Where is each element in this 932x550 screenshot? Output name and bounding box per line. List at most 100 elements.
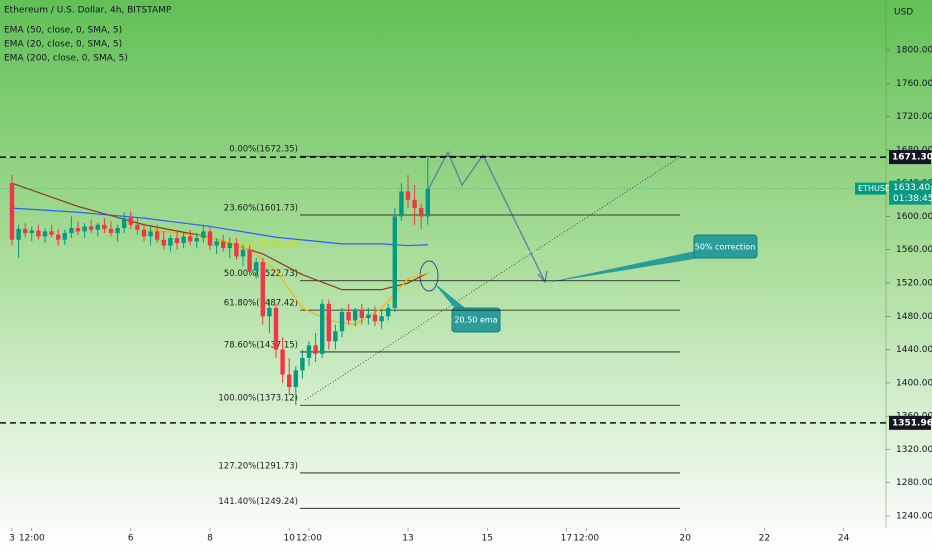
- y-tick-label: 1400.00: [896, 378, 932, 388]
- annotation: 20,50 ema: [454, 316, 497, 325]
- candle-body: [379, 316, 384, 322]
- candle-body: [260, 262, 265, 317]
- x-tick-label: 8: [207, 534, 213, 544]
- indicator: EMA (200, close, 0, SMA, 5): [4, 54, 128, 64]
- candle-body: [29, 230, 34, 234]
- candle-body: [23, 228, 28, 234]
- candle-body: [293, 370, 298, 388]
- fib-label: 0.00%(1672.35): [229, 145, 298, 155]
- candle-body: [405, 191, 411, 200]
- callout-box: [693, 234, 758, 259]
- candle-body: [300, 357, 305, 371]
- fib-label: 23.60%(1601.73): [224, 203, 298, 213]
- x-tick-label: 10: [283, 534, 295, 544]
- candle-body: [36, 230, 41, 237]
- last-price: 1633.40: [893, 183, 930, 193]
- candle-body: [128, 218, 133, 225]
- y-tick-label: 1760.00: [896, 79, 932, 89]
- y-tick-label: 1720.00: [896, 112, 932, 122]
- candle-body: [42, 231, 48, 237]
- candle-body: [141, 229, 147, 237]
- callout-box: [451, 307, 501, 333]
- title: Ethereum / U.S. Dollar, 4h, BITSTAMP: [4, 6, 172, 16]
- candle-body: [221, 241, 226, 249]
- candle-body: [122, 218, 127, 229]
- candle-body: [287, 374, 292, 388]
- candle-body: [102, 224, 107, 229]
- y-tick-label: 1240.00: [896, 512, 932, 522]
- candle-body: [366, 314, 371, 318]
- candle-body: [333, 331, 338, 342]
- candle-body: [174, 238, 180, 244]
- candle-body: [247, 249, 252, 271]
- candle-body: [135, 224, 140, 230]
- candle-body: [234, 243, 239, 257]
- candle-body: [320, 303, 325, 354]
- price-label-box: [889, 150, 931, 165]
- y-tick-label: 1280.00: [896, 478, 932, 488]
- candle-body: [95, 224, 100, 230]
- fib-label: 127.20%(1291.73): [218, 461, 298, 471]
- candle-body: [16, 228, 21, 240]
- candle-body: [168, 238, 173, 246]
- fib-label: 100.00%(1373.12): [218, 394, 298, 404]
- ema-circle: [419, 260, 439, 292]
- candle-body: [49, 231, 54, 235]
- x-tick-label: 12:00: [19, 534, 45, 544]
- x-tick-label: 17: [561, 534, 572, 544]
- candle-body: [372, 314, 378, 322]
- x-tick-label: 13: [402, 534, 413, 544]
- candle-body: [181, 236, 186, 244]
- symbol-box: [855, 182, 886, 195]
- candle-body: [280, 349, 285, 375]
- candle-body: [148, 231, 153, 237]
- candle-body: [353, 309, 358, 321]
- candle-body: [201, 231, 206, 239]
- trend-line: [304, 156, 681, 401]
- y-tick-label: 1800.00: [896, 46, 932, 56]
- projection-arrow: [537, 270, 548, 284]
- x-tick-label: 12:00: [573, 534, 599, 544]
- candle-body: [359, 309, 364, 318]
- y-tick-label: 1600.00: [896, 212, 932, 222]
- y-tick-label: 1520.00: [896, 279, 932, 289]
- symbol: ETHUSD: [858, 184, 891, 193]
- fib-label: 78.60%(1437.15): [224, 340, 298, 350]
- candle-body: [207, 231, 213, 246]
- candle-body: [412, 199, 417, 209]
- x-tick-label: 22: [759, 534, 770, 544]
- projection-path: [427, 150, 546, 283]
- candle-body: [339, 312, 345, 332]
- candle-body: [227, 243, 232, 249]
- y-tick-label: 1320.00: [896, 445, 932, 455]
- candle-body: [346, 312, 351, 321]
- candle-body: [273, 307, 279, 350]
- ema-line: [11, 207, 428, 247]
- candle-body: [386, 307, 391, 317]
- x-tick-label: 20: [679, 534, 691, 544]
- candle-body: [392, 216, 397, 308]
- candle-body: [399, 191, 404, 217]
- x-tick-label: 3: [9, 534, 15, 544]
- fib-label: 38.20%(1558.04): [224, 240, 298, 250]
- y-tick-label: 1560.00: [896, 245, 932, 255]
- candle-body: [9, 183, 15, 240]
- candle-body: [267, 307, 272, 317]
- indicator: EMA (50, close, 0, SMA, 5): [4, 26, 122, 36]
- y-tick-label: 1480.00: [896, 312, 932, 322]
- candle-body: [326, 303, 331, 342]
- candle-body: [56, 234, 61, 240]
- x-tick-label: 12:00: [296, 534, 322, 544]
- candle-body: [108, 228, 114, 234]
- candle-body: [62, 233, 67, 240]
- candle-body: [188, 236, 193, 242]
- candle-body: [306, 345, 312, 358]
- price-label: 1351.96: [892, 418, 932, 428]
- candle-body: [419, 208, 424, 217]
- x-tick-label: 24: [838, 534, 850, 544]
- candle-body: [313, 345, 318, 354]
- candle-body: [161, 239, 166, 246]
- annotation: 50% correction: [695, 243, 756, 252]
